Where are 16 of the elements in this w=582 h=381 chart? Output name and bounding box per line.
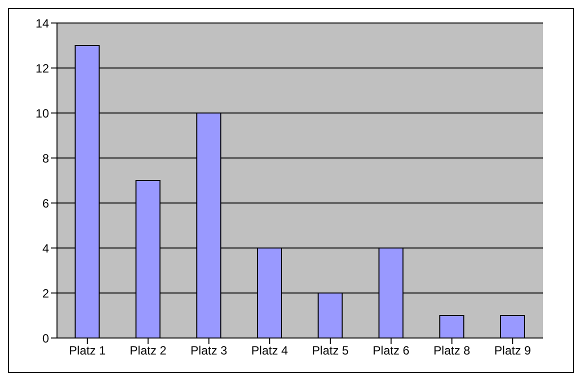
y-tick-label: 2	[42, 286, 50, 300]
y-tick-label: 4	[42, 241, 50, 256]
x-tick-label: Platz 5	[312, 344, 350, 358]
x-tick-label: Platz 4	[251, 344, 288, 358]
y-tick-label: 10	[36, 106, 50, 120]
x-tick-label: Platz 6	[372, 344, 410, 358]
x-tick-label: Platz 9	[494, 344, 532, 358]
y-tick-label: 6	[42, 196, 50, 210]
y-tick-label: 14	[36, 16, 50, 30]
y-tick-label: 8	[42, 151, 50, 166]
y-tick-label: 0	[42, 331, 50, 346]
x-tick-label: Platz 2	[130, 344, 167, 358]
x-tick-label: Platz 3	[190, 344, 228, 358]
y-tick-label: 12	[36, 61, 50, 76]
x-tick-label: Platz 8	[434, 344, 471, 358]
x-tick-label: Platz 1	[69, 344, 106, 358]
